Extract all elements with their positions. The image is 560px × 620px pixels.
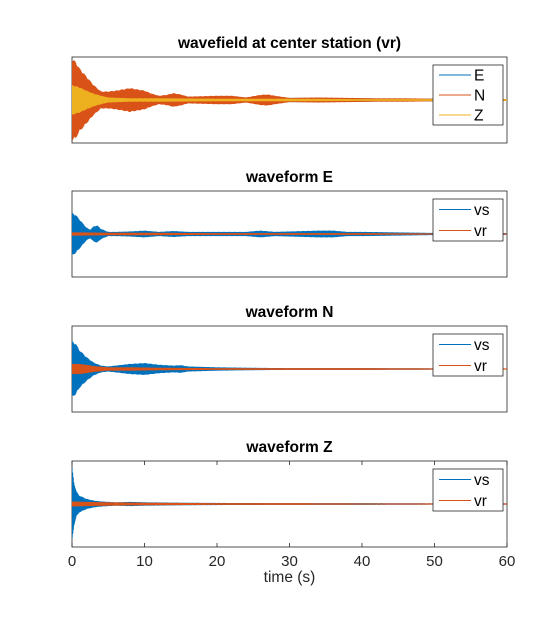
x-tick-label: 20 (209, 553, 226, 570)
x-tick-label: 30 (281, 553, 298, 570)
legend-label-Z: Z (474, 108, 483, 125)
chart-title: waveform N (245, 304, 334, 321)
x-tick-label: 60 (499, 553, 516, 570)
x-tick-label: 40 (354, 553, 371, 570)
legend-label-vs: vs (474, 337, 490, 354)
subplot-2: waveform E vs vr (71, 169, 508, 278)
chart-title: waveform E (245, 169, 333, 186)
legend: vs vr (432, 198, 504, 242)
x-tick-label: 0 (68, 553, 76, 570)
legend-label-E: E (474, 68, 484, 85)
legend-label-vs: vs (474, 202, 490, 219)
legend-box (432, 333, 504, 377)
legend-label-N: N (474, 88, 485, 105)
legend: ENZ (432, 64, 504, 126)
legend: vs vr (432, 468, 504, 512)
chart-title: wavefield at center station (vr) (177, 35, 401, 52)
x-tick-label: 50 (426, 553, 443, 570)
legend-label-vs: vs (474, 472, 490, 489)
subplot-4: waveform Z vs vr 0 10 20 30 40 50 60 time (s) (68, 439, 516, 586)
legend: vs vr (432, 333, 504, 377)
chart-title: waveform Z (245, 439, 333, 456)
x-axis: 0 10 20 30 40 50 60 (68, 461, 516, 570)
x-axis-label: time (s) (264, 569, 316, 586)
legend-label-vr: vr (474, 493, 487, 510)
x-tick-label: 10 (136, 553, 153, 570)
subplot-3: waveform N vs vr (71, 304, 508, 413)
subplot-1: wavefield at center station (vr) ENZ (71, 35, 508, 144)
legend-label-vr: vr (474, 223, 487, 240)
legend-box (432, 468, 504, 512)
legend-label-vr: vr (474, 358, 487, 375)
legend-box (432, 198, 504, 242)
